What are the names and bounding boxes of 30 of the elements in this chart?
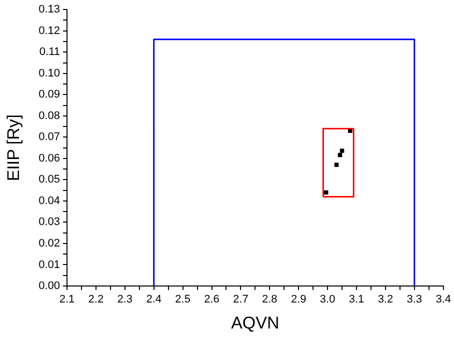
x-tick-label: 2.2 <box>88 294 104 306</box>
x-tick-label: 3.3 <box>406 294 422 306</box>
y-tick-label: 0.03 <box>38 216 60 228</box>
x-tick-label: 3.1 <box>348 294 364 306</box>
x-tick-label: 2.3 <box>117 294 133 306</box>
x-tick-label: 2.1 <box>59 294 75 306</box>
y-tick-label: 0.07 <box>38 131 60 144</box>
y-tick-label: 0.00 <box>38 280 60 292</box>
y-tick-label: 0.11 <box>39 46 60 58</box>
x-tick-label: 3.4 <box>436 294 452 306</box>
x-tick-label: 2.5 <box>175 294 190 306</box>
x-tick-label: 2.7 <box>233 294 248 306</box>
y-tick-label: 0.06 <box>38 152 60 164</box>
x-tick-label: 2.8 <box>262 294 278 306</box>
y-axis-title: EIIP [Ry] <box>4 114 23 182</box>
x-tick-label: 2.4 <box>146 294 162 306</box>
y-tick-label: 0.02 <box>38 238 60 250</box>
y-tick-label: 0.13 <box>38 4 60 16</box>
y-tick-label: 0.04 <box>38 194 60 207</box>
x-tick-label: 3.0 <box>320 294 336 306</box>
y-tick-label: 0.09 <box>38 88 60 101</box>
y-tick-label: 0.10 <box>38 67 60 80</box>
x-tick-label: 2.9 <box>290 294 306 306</box>
x-tick-label: 2.6 <box>204 294 220 306</box>
y-tick-label: 0.12 <box>38 24 60 37</box>
y-tick-label: 0.08 <box>38 110 60 122</box>
x-tick-label: 3.2 <box>378 294 394 306</box>
x-axis-title: AQVN <box>231 313 280 332</box>
y-tick-label: 0.05 <box>38 174 60 186</box>
y-tick-label: 0.01 <box>38 258 60 271</box>
